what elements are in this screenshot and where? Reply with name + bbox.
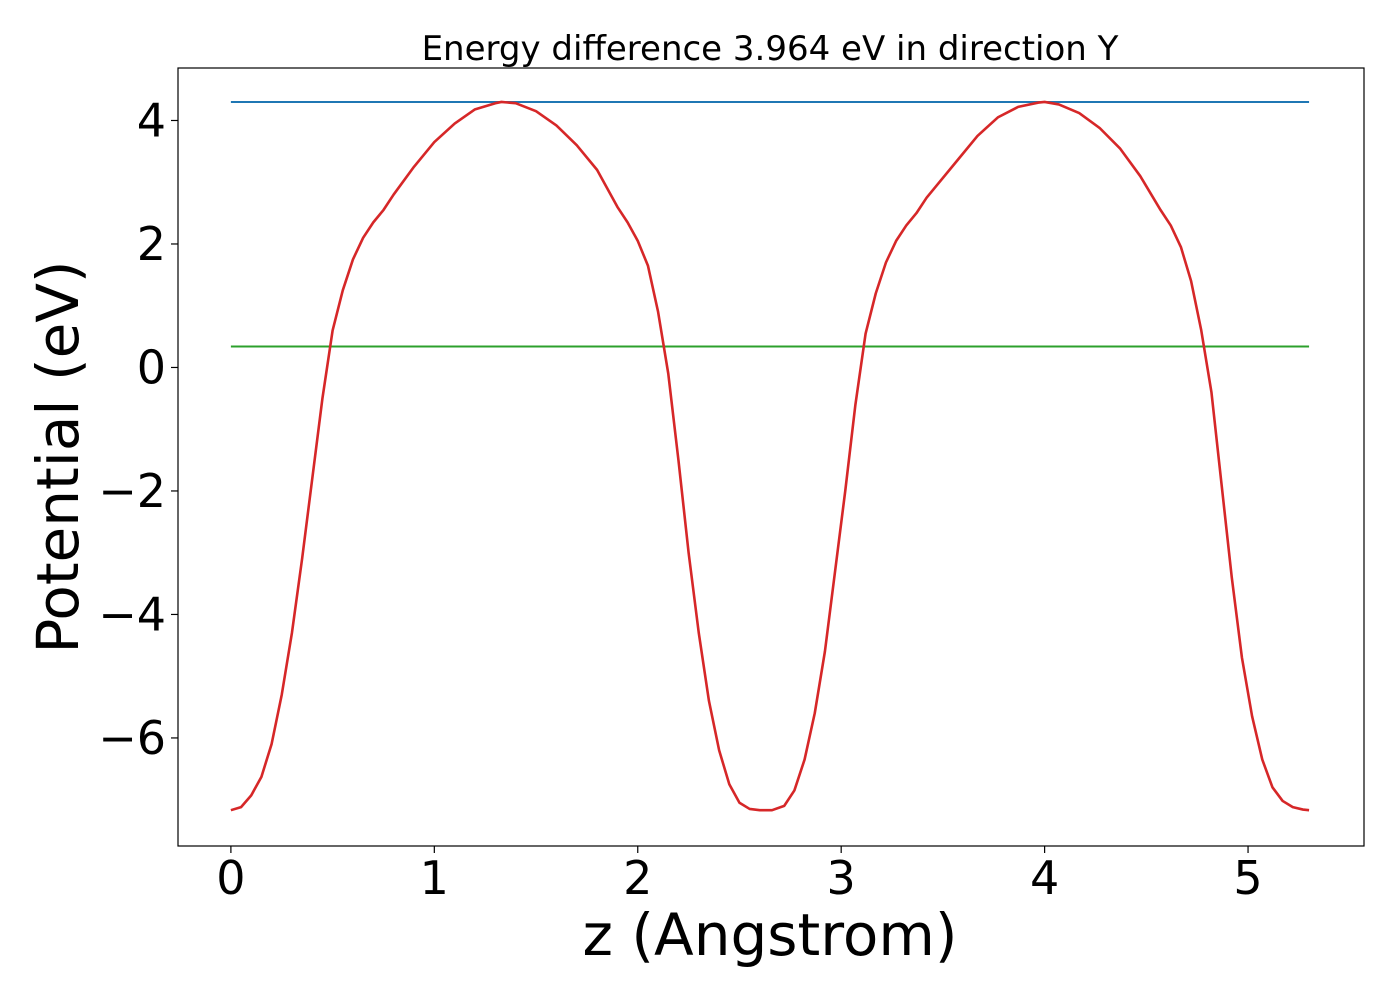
- x-axis-label: z (Angstrom): [583, 901, 958, 969]
- x-tick-label: 0: [216, 851, 245, 905]
- x-tick-label: 3: [827, 851, 856, 905]
- series-layer: [230, 100, 1310, 812]
- y-tick-label: 0: [137, 340, 166, 394]
- x-tick-label: 2: [623, 851, 652, 905]
- series-line-0: [230, 100, 1310, 812]
- x-axis-ticks: 0 1 2 3 4 5: [216, 846, 1263, 905]
- y-tick-label: 4: [137, 93, 166, 147]
- plot-area-frame: [177, 67, 1365, 847]
- x-tick-label: 5: [1233, 851, 1262, 905]
- y-axis-ticks: −6 −4 −2 0 2 4: [98, 93, 178, 765]
- y-tick-label: −4: [98, 587, 166, 641]
- y-tick-label: −2: [98, 464, 166, 518]
- x-tick-label: 4: [1030, 851, 1059, 905]
- chart-title: Energy difference 3.964 eV in direction …: [422, 29, 1119, 69]
- y-tick-label: 2: [137, 217, 166, 271]
- x-tick-label: 1: [420, 851, 449, 905]
- y-axis-label: Potential (eV): [24, 260, 92, 653]
- y-tick-label: −6: [98, 711, 166, 765]
